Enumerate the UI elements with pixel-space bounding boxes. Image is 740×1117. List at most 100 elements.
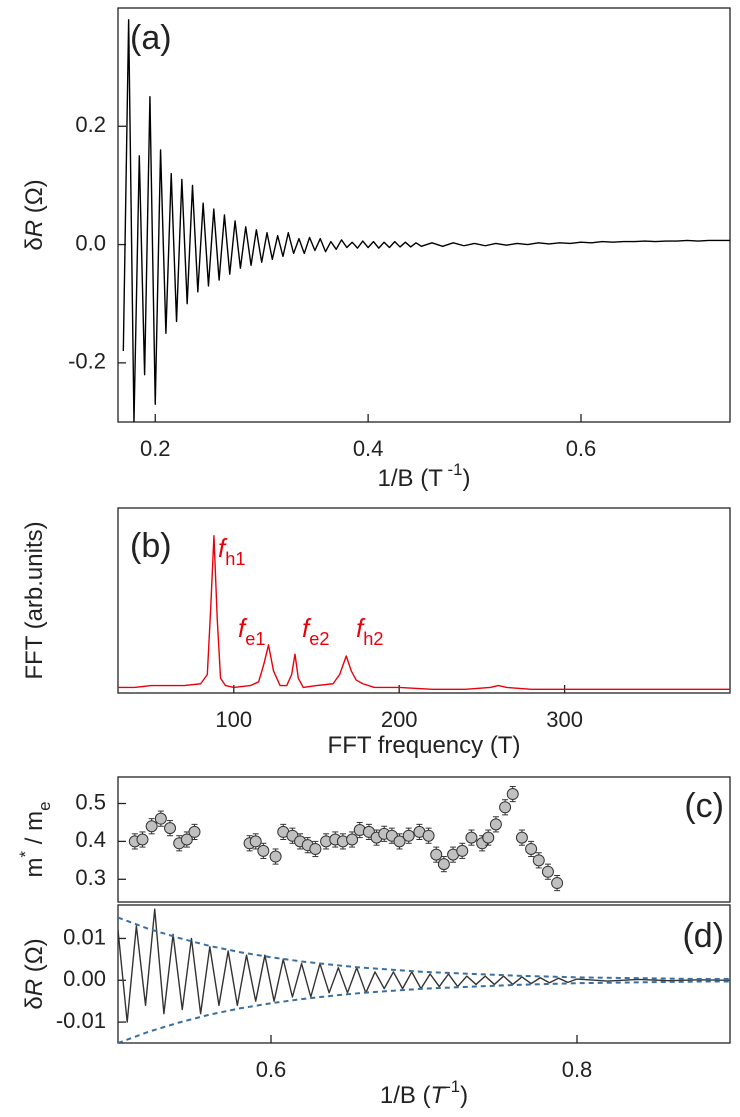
data-point — [188, 825, 201, 838]
label-part: m — [21, 857, 48, 877]
data-point — [145, 820, 158, 833]
label-part: e2 — [309, 629, 329, 649]
data-point — [249, 835, 262, 848]
plot-frame — [117, 507, 731, 694]
data-point — [154, 812, 167, 825]
data-point — [430, 848, 443, 861]
y-axis-label: m* / me — [16, 802, 54, 878]
plot-area — [118, 908, 730, 1043]
label-part: / m — [21, 811, 48, 851]
label-part: R — [21, 220, 48, 237]
x-tick-label: 100 — [215, 707, 252, 732]
x-tick-label: 0.2 — [140, 436, 171, 461]
y-tick-label: -0.2 — [68, 349, 106, 374]
label-part: T — [431, 1082, 448, 1109]
y-tick-label: 0.00 — [63, 966, 106, 991]
label-part: (Ω) — [21, 938, 48, 979]
data-point — [532, 854, 545, 867]
data-point — [257, 844, 270, 857]
label-part: e — [35, 802, 54, 811]
data-point — [465, 831, 478, 844]
panel-label: (a) — [130, 19, 172, 57]
data-point — [346, 833, 359, 846]
envelope-line — [118, 980, 730, 1043]
x-tick-label: 0.6 — [566, 436, 597, 461]
data-point — [489, 818, 502, 831]
y-axis-label: FFT (arb.units) — [21, 521, 48, 679]
label-part: δ — [21, 237, 48, 250]
plot-frame — [117, 776, 731, 903]
plot-area — [122, 19, 730, 422]
label-part: ) — [460, 1082, 468, 1109]
data-line — [118, 908, 730, 1023]
x-axis-label: 1/B (T -1) — [378, 460, 471, 492]
label-part: e1 — [245, 629, 265, 649]
x-axis-label: 1/B (T-1) — [380, 1077, 468, 1109]
label-part: f — [218, 533, 228, 563]
data-point — [551, 877, 564, 890]
data-line — [122, 19, 730, 422]
y-tick-label: 0.3 — [75, 865, 106, 890]
peak-label: fh1 — [218, 533, 245, 569]
x-tick-label: 0.8 — [562, 1057, 593, 1082]
envelope-line — [118, 916, 730, 981]
y-tick-label: 0.5 — [75, 789, 106, 814]
label-part: h1 — [225, 549, 245, 569]
data-point — [136, 833, 149, 846]
data-point — [541, 865, 554, 878]
label-part: δ — [21, 996, 48, 1009]
label-part: -1 — [445, 1077, 460, 1096]
panel-label: (d) — [682, 917, 724, 955]
label-part: 1/B (T — [378, 465, 444, 492]
x-tick-label: 200 — [381, 707, 418, 732]
y-axis-label: δR (Ω) — [21, 938, 48, 1009]
label-part: 1/B ( — [380, 1082, 431, 1109]
data-point — [499, 801, 512, 814]
label-part: FFT frequency (T) — [328, 732, 521, 759]
data-point — [515, 831, 528, 844]
label-part: -1 — [443, 460, 463, 479]
y-tick-label: 0.0 — [75, 230, 106, 255]
label-part: R — [21, 979, 48, 996]
label-part: h2 — [363, 629, 383, 649]
y-axis-label: δR (Ω) — [21, 179, 48, 250]
y-tick-label: 0.4 — [75, 827, 106, 852]
panel-label: (b) — [130, 527, 172, 565]
peak-label: fh2 — [356, 613, 383, 649]
data-point — [456, 844, 469, 857]
plot-area — [118, 535, 730, 690]
label-part: f — [302, 613, 312, 643]
plot-area — [128, 785, 564, 892]
label-part: FFT (arb.units) — [21, 521, 48, 679]
label-part: f — [238, 613, 248, 643]
x-tick-label: 300 — [546, 707, 583, 732]
x-tick-label: 0.6 — [256, 1057, 287, 1082]
label-part: (Ω) — [21, 179, 48, 220]
data-point — [393, 835, 406, 848]
label-part: ) — [462, 465, 470, 492]
data-point — [525, 842, 538, 855]
data-point — [402, 829, 415, 842]
peak-label: fe1 — [238, 613, 265, 649]
data-point — [269, 850, 282, 863]
label-part: f — [356, 613, 366, 643]
data-point — [482, 831, 495, 844]
x-tick-label: 0.4 — [353, 436, 384, 461]
data-point — [422, 829, 435, 842]
data-point — [309, 842, 322, 855]
y-tick-label: 0.01 — [63, 924, 106, 949]
panel-label: (c) — [684, 787, 724, 825]
data-point — [437, 858, 450, 871]
plot-frame — [117, 904, 731, 1044]
peak-label: fe2 — [302, 613, 329, 649]
label-part: * — [16, 850, 35, 857]
plot-frame — [117, 7, 731, 423]
data-point — [164, 822, 177, 835]
data-point — [506, 788, 519, 801]
y-tick-label: -0.01 — [56, 1008, 106, 1033]
data-line — [118, 535, 730, 690]
y-tick-label: 0.2 — [75, 112, 106, 137]
x-axis-label: FFT frequency (T) — [328, 732, 521, 759]
